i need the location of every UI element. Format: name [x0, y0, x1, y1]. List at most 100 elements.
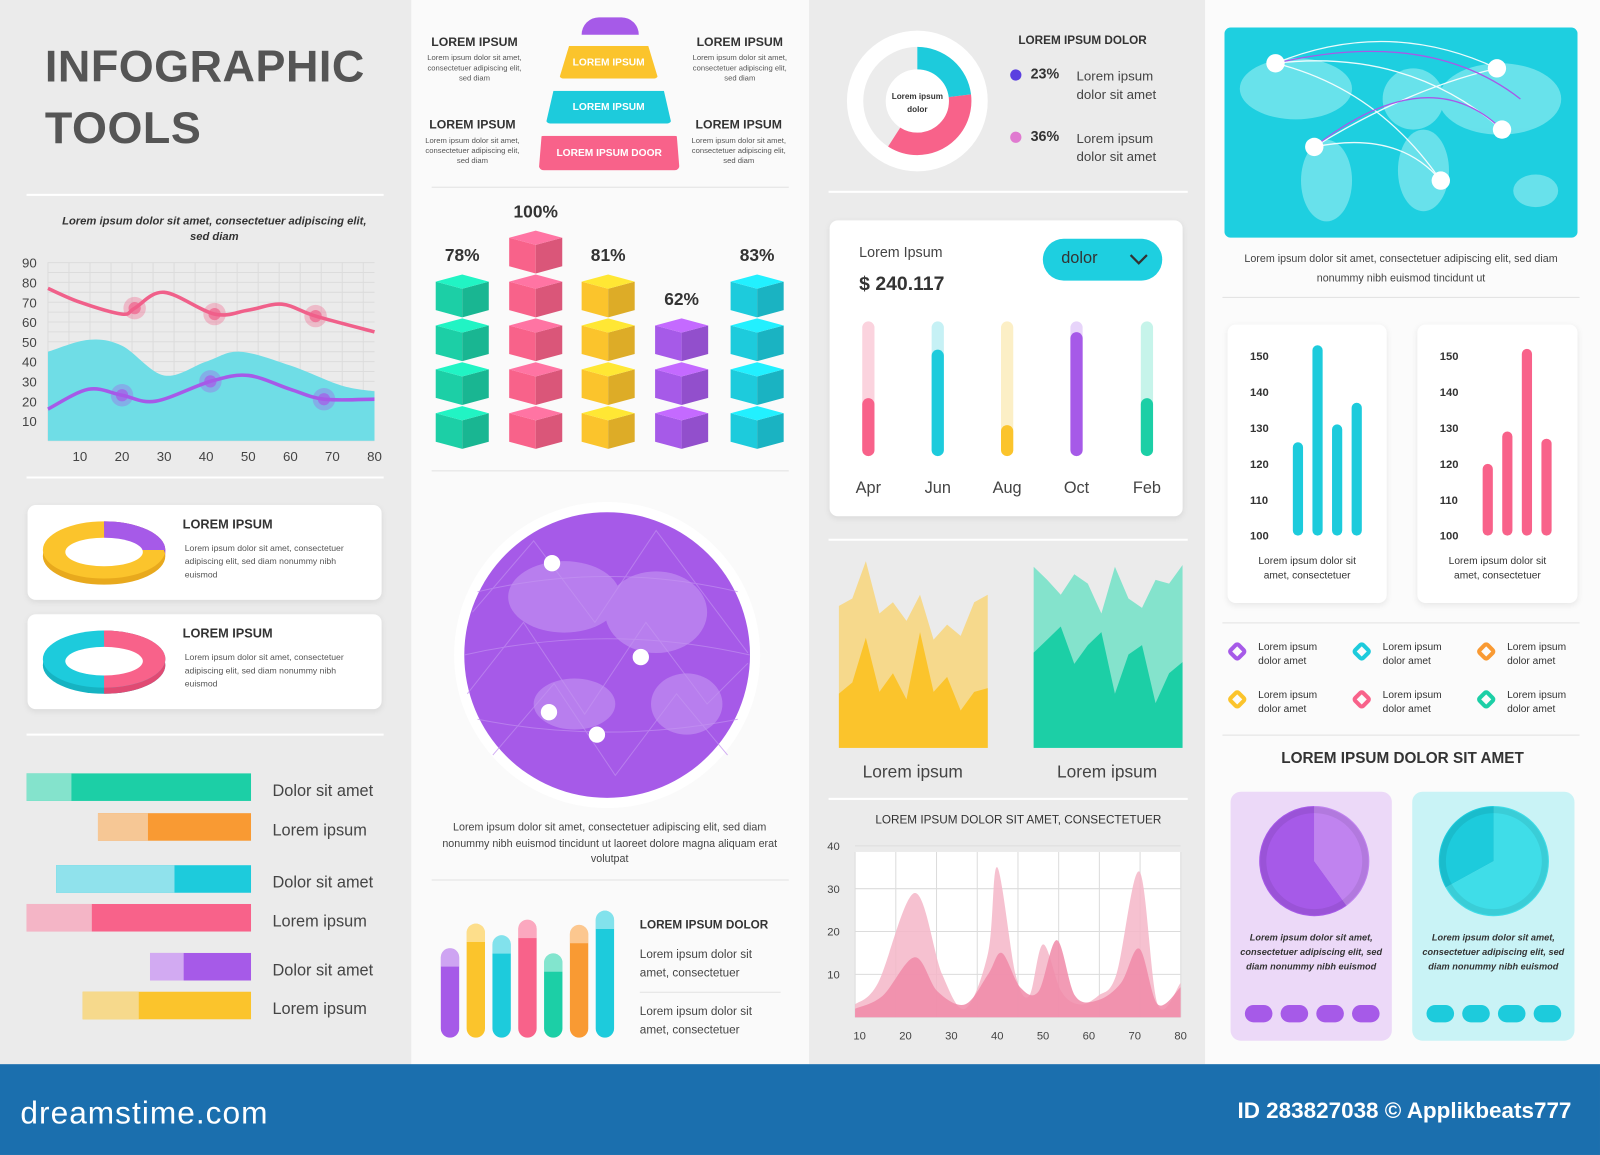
cube-face — [655, 369, 682, 406]
donut-center-label: Lorem ipsum dolor — [891, 91, 943, 115]
cube-face — [535, 281, 563, 318]
cube-value-label: 83% — [740, 245, 775, 265]
ring-3d-icon — [42, 521, 166, 585]
divider — [828, 538, 1188, 541]
divider — [1222, 622, 1580, 624]
area-series — [855, 867, 1181, 1018]
x-tick-label: 60 — [1083, 1031, 1095, 1043]
bars-text-item: Lorem ipsum dolor sit amet, consectetuer — [639, 948, 752, 980]
cube-top — [509, 362, 563, 377]
cube-face — [535, 369, 563, 406]
pager-dot[interactable] — [1533, 1004, 1562, 1023]
bar — [1292, 442, 1304, 536]
y-tick-label: 100 — [1440, 531, 1459, 543]
y-tick-label: 140 — [1250, 387, 1269, 399]
x-tick-label: 30 — [157, 449, 172, 464]
cube-face — [608, 325, 635, 362]
caption-line: amet, consectetuer — [1263, 570, 1351, 582]
cube-face — [535, 237, 563, 274]
cube-top — [730, 274, 784, 289]
pie-card-text: Lorem ipsum dolor sit amet, consectetuer… — [1240, 932, 1383, 972]
cube-column — [581, 274, 635, 449]
cube-column — [730, 274, 784, 449]
cube-face — [608, 413, 635, 449]
cube-face — [730, 369, 758, 406]
cube-face — [462, 325, 489, 362]
pager-dot[interactable] — [1280, 1004, 1309, 1023]
y-tick-label: 40 — [827, 841, 839, 853]
cube-face — [581, 325, 609, 362]
cube-bar-chart: 78% 100% 81% 62% 83% — [435, 201, 784, 449]
cube-column — [655, 318, 709, 449]
bar-label: Lorem ipsum — [272, 1000, 367, 1019]
y-tick-label: 70 — [22, 295, 37, 310]
area-front — [1033, 626, 1183, 748]
pager-dot[interactable] — [1352, 1004, 1380, 1023]
y-tick-label: 140 — [1440, 387, 1459, 399]
pyramid-side-item: LOREM IPSUM Lorem ipsum dolor sit amet, c… — [421, 35, 527, 84]
footer-site[interactable]: dreamstime.com — [20, 1094, 269, 1131]
progress-fill — [931, 349, 944, 457]
pie-slice — [1438, 806, 1494, 888]
pager-dot[interactable] — [1462, 1004, 1490, 1023]
y-tick-label: 150 — [1250, 351, 1269, 363]
side-item-title: LOREM IPSUM — [695, 117, 782, 132]
side-item-title: LOREM IPSUM — [429, 117, 516, 132]
legend-text: dolor sit amet — [1076, 86, 1157, 103]
bars-text-title: LOREM IPSUM DOLOR — [639, 919, 769, 932]
area-panel — [838, 561, 988, 748]
side-item-desc: Lorem ipsum dolor sit amet, consectetuer… — [425, 135, 520, 166]
cube-face — [462, 369, 489, 406]
pie-slice — [1445, 806, 1549, 917]
area-panel-label: Lorem ipsum — [862, 762, 963, 782]
cube-face — [509, 281, 536, 318]
legend-text: Lorem ipsum — [1076, 130, 1154, 146]
legend-item-text: dolor amet — [1507, 704, 1556, 716]
title-line-1: INFOGRAPHIC — [44, 41, 365, 92]
data-point — [208, 307, 221, 321]
pyramid-level: LOREM IPSUM — [559, 45, 659, 79]
bar-label: Lorem ipsum — [272, 913, 367, 931]
legend-item-text: dolor amet — [1258, 704, 1307, 716]
cube-face — [509, 237, 536, 274]
y-tick-label: 90 — [22, 256, 37, 271]
vertical-progress-chart: Apr Jun Aug Oct Feb — [856, 321, 1161, 497]
legend-item-text: Lorem ipsum — [1507, 689, 1567, 701]
cube-top — [509, 274, 563, 289]
horizontal-bar — [98, 813, 252, 841]
legend-item-text: Lorem ipsum — [1258, 689, 1318, 701]
x-tick-label: 50 — [241, 449, 256, 464]
cube-value-label: 62% — [664, 289, 699, 309]
ring-card-desc: Lorem ipsum dolor sit amet, consectetuer… — [184, 651, 344, 689]
y-tick-label: 60 — [22, 315, 37, 330]
cube-top — [509, 230, 563, 245]
pager-dot[interactable] — [1426, 1004, 1455, 1023]
cube-face — [608, 281, 635, 318]
pager-dot[interactable] — [1497, 1004, 1526, 1023]
legend-dot — [1010, 131, 1022, 143]
bar — [1351, 402, 1362, 536]
cube-column — [435, 274, 489, 449]
progress-card-label: Lorem Ipsum — [859, 243, 943, 261]
area-series-cyan — [47, 339, 375, 441]
progress-card-amount: $ 240.117 — [859, 273, 945, 295]
bar-label: Dolor sit amet — [272, 782, 374, 800]
cube-face — [509, 325, 536, 362]
ring-card-title: LOREM IPSUM — [182, 626, 273, 641]
divider — [1222, 734, 1580, 736]
bar — [518, 919, 537, 1038]
y-tick-label: 110 — [1250, 495, 1268, 507]
map-caption-line: Lorem ipsum dolor sit amet, consectetuer… — [1244, 253, 1558, 266]
ring-3d-icon — [42, 630, 166, 694]
pager-dot[interactable] — [1244, 1004, 1273, 1023]
cube-face — [757, 281, 784, 318]
period-dropdown[interactable]: dolor — [1042, 238, 1163, 281]
cube-face — [655, 325, 682, 362]
bar-light-segment — [98, 813, 148, 841]
bar-light-segment — [26, 903, 92, 932]
pager-dot[interactable] — [1316, 1004, 1344, 1023]
legend-percent: 36% — [1030, 127, 1060, 144]
cube-top — [509, 406, 563, 421]
map-caption-line: nonummy nibh euismod tincidunt ut — [1316, 272, 1486, 285]
cube-value-label: 78% — [445, 245, 480, 265]
